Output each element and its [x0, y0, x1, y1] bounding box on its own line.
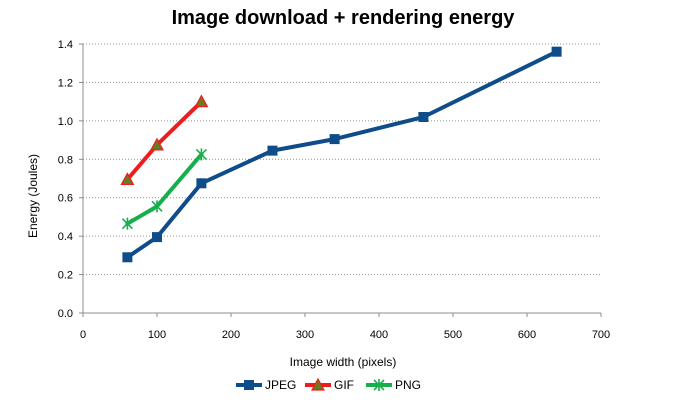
- y-tick-label: 1.4: [58, 39, 73, 51]
- y-axis-label: Energy (Joules): [26, 154, 40, 238]
- jpeg-point: [267, 145, 278, 156]
- jpeg-point: [551, 46, 562, 57]
- series-gif: [120, 94, 209, 186]
- legend-item-png: PNG: [366, 378, 421, 392]
- x-tick-label: 600: [518, 329, 536, 341]
- jpeg-point: [122, 252, 133, 263]
- png-point: [151, 200, 163, 213]
- x-tick-label: 0: [80, 329, 86, 341]
- gif-point: [149, 137, 165, 151]
- legend-item-jpeg: JPEG: [236, 378, 296, 392]
- gridlines: [83, 43, 601, 276]
- legend-marker: [310, 377, 326, 391]
- x-tick-label: 200: [222, 329, 240, 341]
- y-tick-label: 0.8: [58, 154, 73, 166]
- x-axis-ticks: 0 100 200 300 400 500 600 700: [80, 313, 610, 341]
- series-png: [121, 148, 207, 230]
- gif-point: [120, 172, 135, 186]
- y-tick-label: 1.0: [58, 116, 73, 128]
- jpeg-point: [152, 232, 162, 243]
- chart-title: Image download + rendering energy: [172, 7, 516, 29]
- jpeg-point: [196, 178, 207, 189]
- series-layer: [120, 46, 562, 263]
- legend-item-gif: GIF: [305, 377, 354, 392]
- jpeg-point: [329, 134, 340, 145]
- legend-marker: [244, 380, 254, 390]
- x-tick-label: 500: [444, 329, 462, 341]
- y-axis-ticks: 0.0 0.2 0.4 0.6 0.8 1.0 1.2 1.4: [58, 39, 83, 320]
- x-tick-label: 300: [296, 329, 314, 341]
- y-tick-label: 1.2: [58, 77, 73, 89]
- png-point: [195, 148, 207, 161]
- legend-label: JPEG: [265, 378, 296, 392]
- legend-marker: [373, 379, 385, 391]
- y-tick-label: 0.4: [58, 231, 73, 243]
- legend: JPEG GIF PNG: [236, 377, 421, 392]
- y-tick-label: 0.6: [58, 193, 73, 205]
- legend-label: GIF: [334, 378, 354, 392]
- x-axis-label: Image width (pixels): [290, 355, 397, 369]
- axes: [82, 44, 601, 314]
- series-jpeg: [122, 46, 562, 263]
- y-tick-label: 0.0: [58, 308, 73, 320]
- jpeg-point: [418, 112, 429, 123]
- x-tick-label: 400: [370, 329, 388, 341]
- legend-label: PNG: [395, 378, 421, 392]
- gif-point: [194, 94, 209, 108]
- y-tick-label: 0.2: [58, 270, 73, 282]
- x-tick-label: 700: [592, 329, 610, 341]
- x-tick-label: 100: [148, 329, 166, 341]
- png-point: [121, 217, 133, 230]
